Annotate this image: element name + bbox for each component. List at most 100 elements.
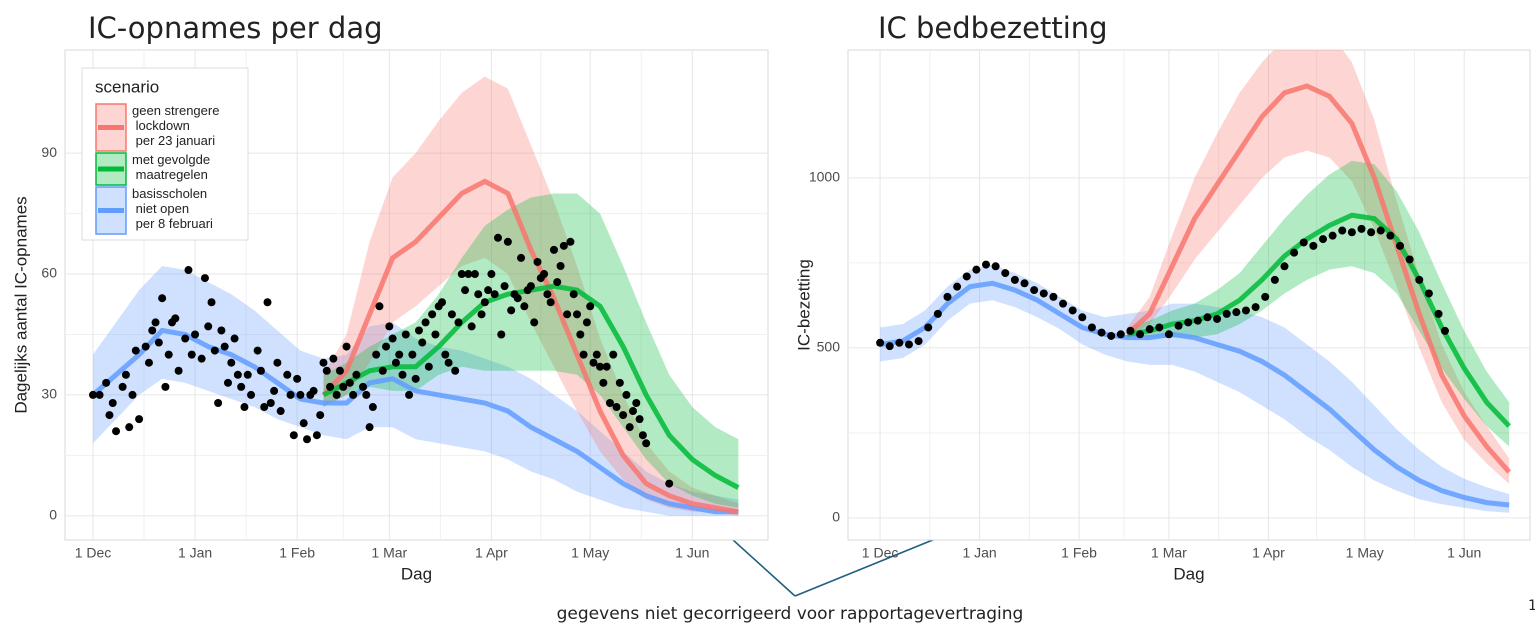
observed-point [1367,228,1376,237]
observed-point [933,309,942,318]
observed-point [487,270,496,279]
observed-point [962,272,971,281]
observed-point [395,350,404,359]
x-tick-label: 1 May [1346,545,1384,561]
observed-point [411,374,420,383]
observed-point [362,390,371,399]
observed-point [102,378,111,387]
observed-point [924,323,933,332]
observed-point [1068,306,1077,315]
observed-point [342,342,351,351]
ribbon [323,193,739,508]
observed-point [1232,308,1241,317]
observed-point [141,342,150,351]
observed-point [533,257,542,266]
observed-point [1328,231,1337,240]
x-tick-label: 1 Jun [675,545,709,561]
observed-point [154,338,163,347]
x-tick-label: 1 Apr [1252,545,1285,561]
observed-point [474,290,483,299]
observed-point [573,310,582,319]
observed-point [441,350,450,359]
plot-content [876,50,1512,513]
observed-point [579,350,588,359]
observed-point [1299,238,1308,247]
ribbon [323,76,739,516]
observed-point [303,435,312,444]
observed-point [408,350,417,359]
observed-point [1097,328,1106,337]
observed-point [1059,299,1068,308]
x-tick-label: 1 Mar [1151,545,1187,561]
observed-point [112,427,121,436]
observed-point [605,398,614,407]
observed-point [1424,289,1433,298]
observed-point [88,390,97,399]
observed-point [1193,316,1202,325]
observed-point [95,390,104,399]
page-number: 1 [1528,598,1535,614]
observed-point [625,423,634,432]
observed-point [253,346,262,355]
observed-point [1049,292,1058,301]
observed-point [503,237,512,246]
observed-point [582,318,591,327]
observed-point [1338,226,1347,235]
observed-point [1155,323,1164,332]
observed-point [596,362,605,371]
observed-point [237,382,246,391]
observed-point [197,354,206,363]
legend-title: scenario [95,77,159,96]
observed-point [414,326,423,335]
observed-point [490,290,499,299]
observed-point [438,298,447,307]
x-tick-label: 1 Mar [371,545,407,561]
ribbon [1127,160,1510,447]
observed-point [1415,275,1424,284]
observed-point [1261,292,1270,301]
x-tick-label: 1 Jan [178,545,212,561]
observed-point [372,350,381,359]
observed-point [349,390,358,399]
x-tick-label: 1 May [571,545,609,561]
observed-point [260,403,269,412]
observed-point [592,350,601,359]
observed-point [421,318,430,327]
observed-point [1347,228,1356,237]
series-line [1125,83,1512,474]
observed-point [444,358,453,367]
y-tick-label: 0 [49,507,57,523]
observed-point [982,260,991,269]
observed-point [1116,330,1125,339]
observed-point [1039,289,1048,298]
observed-point [1376,226,1385,235]
y-tick-label: 60 [41,265,57,281]
observed-point [885,342,894,351]
observed-point [365,423,374,432]
chart-panel: IC bedbezetting 0 500 1000 1 Dec 1 Jan 1 Feb 1 … [794,11,1531,583]
observed-point [148,326,157,335]
observed-point [609,350,618,359]
observed-point [187,350,196,359]
observed-point [240,403,249,412]
y-axis-label: Dagelijks aantal IC-opnames [11,196,30,413]
x-tick-label: 1 Jan [962,545,996,561]
observed-point [1396,241,1405,250]
observed-point [191,330,200,339]
observed-point [299,419,308,428]
observed-point [1010,275,1019,284]
observed-point [164,350,173,359]
observed-point [520,302,529,311]
observed-point [599,378,608,387]
x-tick-label: 1 Jun [1447,545,1481,561]
observed-point [953,282,962,291]
observed-point [1203,313,1212,322]
observed-point [632,398,641,407]
observed-point [1318,235,1327,244]
series-line [879,280,1510,508]
observed-point [1241,306,1250,315]
observed-point [1434,309,1443,318]
observed-point [263,298,272,307]
legend-label: basisscholen niet open per 8 februari [132,186,213,231]
y-tick-label: 0 [832,509,840,525]
